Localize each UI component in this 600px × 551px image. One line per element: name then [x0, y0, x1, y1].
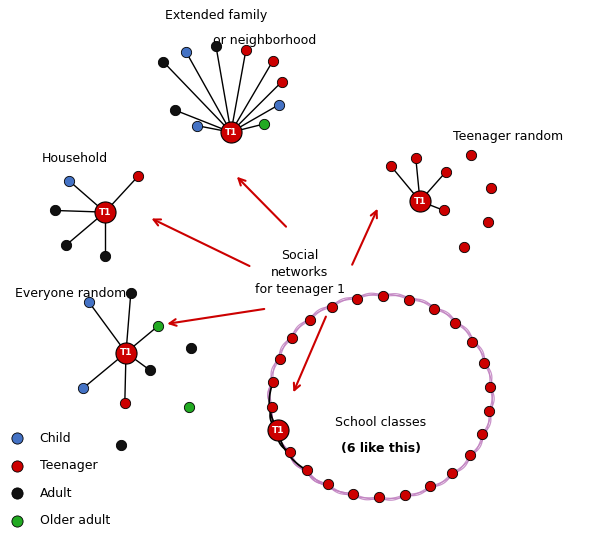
Point: [226, 128, 236, 137]
Point: [84, 298, 94, 306]
Point: [100, 208, 110, 217]
Point: [268, 402, 277, 411]
Point: [268, 56, 278, 65]
Point: [153, 322, 163, 331]
Point: [479, 359, 489, 368]
Point: [274, 100, 284, 109]
Point: [429, 305, 439, 314]
Point: [348, 489, 358, 498]
Point: [78, 384, 88, 393]
Point: [323, 480, 333, 489]
Text: Social
networks
for teenager 1: Social networks for teenager 1: [255, 249, 345, 296]
Point: [241, 45, 251, 54]
Point: [50, 206, 60, 215]
Point: [411, 154, 421, 163]
Point: [100, 252, 110, 261]
Point: [226, 125, 236, 134]
Point: [287, 333, 297, 342]
Point: [192, 121, 202, 130]
Point: [484, 407, 494, 415]
Point: [466, 151, 476, 160]
Text: T1: T1: [99, 208, 111, 217]
Point: [12, 516, 22, 525]
Point: [121, 348, 131, 357]
Point: [485, 382, 494, 391]
Point: [120, 399, 130, 408]
Text: Older adult: Older adult: [40, 514, 110, 527]
Point: [126, 289, 136, 298]
Point: [439, 206, 449, 215]
Point: [467, 337, 477, 346]
Point: [459, 242, 469, 251]
Point: [268, 378, 278, 387]
Point: [273, 426, 283, 435]
Text: Child: Child: [40, 431, 71, 445]
Point: [425, 482, 434, 491]
Point: [184, 402, 194, 411]
Point: [275, 355, 284, 364]
Point: [12, 489, 22, 498]
Text: Extended family: Extended family: [165, 9, 267, 22]
Point: [379, 292, 388, 301]
Point: [133, 172, 143, 181]
Point: [302, 466, 311, 475]
Text: Teenager random: Teenager random: [453, 130, 563, 143]
Point: [277, 77, 287, 86]
Text: Household: Household: [42, 152, 108, 165]
Point: [64, 176, 74, 185]
Text: T1: T1: [225, 128, 237, 137]
Text: Adult: Adult: [40, 487, 72, 500]
Point: [386, 162, 396, 171]
Point: [158, 57, 168, 66]
Text: T1: T1: [414, 197, 426, 206]
Point: [61, 241, 71, 250]
Point: [145, 366, 155, 375]
Point: [116, 441, 126, 450]
Point: [259, 120, 269, 128]
Point: [285, 447, 295, 456]
Text: Everyone random: Everyone random: [15, 287, 126, 300]
Point: [352, 294, 362, 303]
Text: (6 like this): (6 like this): [341, 442, 421, 456]
Text: T1: T1: [120, 348, 132, 357]
Point: [441, 168, 451, 176]
Point: [12, 434, 22, 442]
Text: Teenager: Teenager: [40, 459, 97, 472]
Point: [12, 461, 22, 470]
Point: [305, 316, 315, 325]
Text: or neighborhood: or neighborhood: [213, 34, 316, 47]
Point: [451, 318, 460, 327]
Point: [478, 430, 487, 439]
Point: [465, 451, 475, 460]
Point: [483, 217, 493, 226]
Point: [181, 47, 191, 56]
Point: [211, 42, 221, 51]
Point: [328, 302, 337, 311]
Point: [400, 490, 410, 499]
Point: [486, 184, 496, 193]
Point: [186, 344, 196, 353]
Text: T1: T1: [272, 426, 284, 435]
Point: [404, 295, 414, 304]
Point: [374, 493, 383, 501]
Point: [447, 469, 457, 478]
Point: [170, 106, 180, 115]
Text: School classes: School classes: [335, 416, 427, 429]
Point: [415, 197, 425, 206]
